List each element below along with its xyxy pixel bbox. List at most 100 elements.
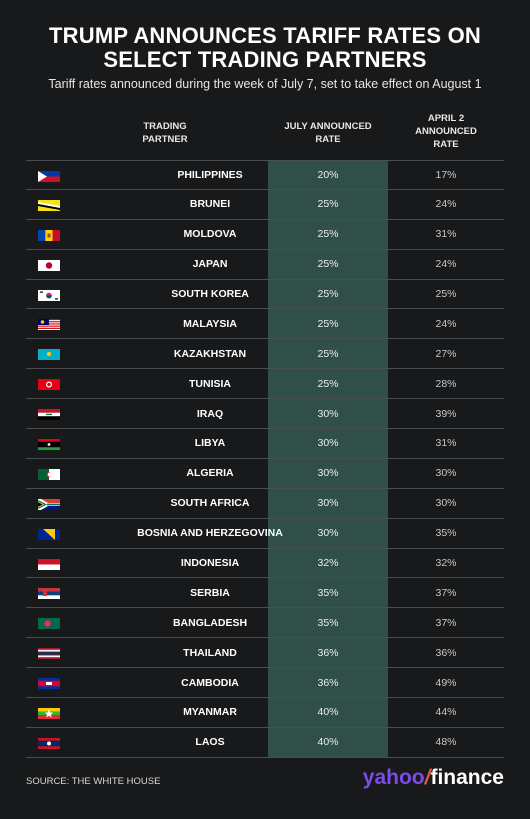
table-row: BRUNEI 25% 24% [26,190,504,220]
july-rate-value: 36% [317,676,339,689]
flag-icon [38,259,60,271]
flag-icon [38,468,60,480]
july-rate-value: 40% [317,736,339,749]
table-row: PHILIPPINES 20% 17% [26,160,504,190]
april-rate-value: 31% [435,437,457,450]
flag-icon [38,737,60,749]
table-row: SOUTH KOREA 25% 25% [26,280,504,310]
table-row: LAOS 40% 48% [26,728,504,758]
table-row: INDONESIA 32% 32% [26,549,504,579]
april-rate-value: 30% [435,467,457,480]
april-rate-value: 28% [435,377,457,390]
flag-icon [38,558,60,570]
country-name: BOSNIA AND HERZEGOVINA [137,527,283,540]
country-name: CAMBODIA [181,676,239,689]
chart-title-line-2: SELECT TRADING PARTNERS [103,47,427,72]
tariff-table: PHILIPPINES 20% 17% BRUNEI 25% 24% MOLDOVA 25% 3… [26,160,504,758]
flag-icon [38,708,60,720]
country-name: MOLDOVA [183,228,237,241]
july-rate-value: 40% [317,706,339,719]
header-april-rate-line-1: APRIL 2 [427,113,465,124]
table-row: KAZAKHSTAN 25% 27% [26,339,504,370]
table-row: JAPAN 25% 24% [26,250,504,280]
july-rate-column-highlight [268,160,388,758]
logo-slash: / [424,766,431,789]
country-name: BRUNEI [189,198,231,211]
flag-icon [38,199,60,211]
table-row: ALGERIA 30% 30% [26,459,504,489]
table-row: SERBIA 35% 37% [26,578,504,609]
chart-subtitle: Tariff rates announced during the week o… [48,77,482,91]
april-rate-value: 37% [435,616,457,629]
table-row: BOSNIA AND HERZEGOVINA 30% 35% [26,519,504,549]
july-rate-value: 30% [317,437,339,450]
july-rate-value: 35% [317,586,339,599]
april-rate-value: 32% [435,557,457,570]
country-name: INDONESIA [180,557,240,570]
source-note: SOURCE: THE WHITE HOUSE [26,776,161,787]
country-name: THAILAND [183,646,237,659]
april-rate-value: 48% [435,736,457,749]
flag-icon [38,289,60,301]
chart-title: TRUMP ANNOUNCES TARIFF RATES ON SELECT T… [0,24,530,72]
table-row: MYANMAR 40% 44% [26,698,504,728]
july-rate-value: 25% [317,377,339,390]
july-rate-value: 25% [317,288,339,300]
country-name: JAPAN [192,258,228,271]
april-rate-value: 44% [435,706,457,719]
april-rate-value: 35% [435,527,457,540]
april-rate-value: 30% [435,497,457,510]
table-row: MOLDOVA 25% 31% [26,220,504,250]
header-trading-partner-line-1: TRADING [143,121,187,132]
table-row: IRAQ 30% 39% [26,399,504,430]
header-trading-partner-line-2: PARTNER [142,134,188,145]
header-april-rate: APRIL 2 ANNOUNCED RATE [388,112,504,151]
april-rate-value: 24% [435,317,457,330]
july-rate-value: 32% [317,557,339,570]
april-rate-value: 25% [435,288,457,300]
country-name: IRAQ [196,407,224,420]
july-rate-value: 25% [317,317,339,330]
april-rate-value: 49% [435,676,457,689]
table-row: MALAYSIA 25% 24% [26,309,504,340]
flag-icon [38,439,60,451]
header-july-rate: JULY ANNOUNCED RATE [268,120,388,146]
country-name: LAOS [195,736,225,749]
country-name: TUNISIA [189,377,231,390]
july-rate-value: 30% [317,497,339,510]
table-row: SOUTH AFRICA 30% 30% [26,489,504,519]
april-rate-value: 36% [435,646,457,659]
flag-icon [38,648,60,660]
flag-icon [38,171,60,182]
flag-icon [38,498,60,510]
april-rate-value: 27% [435,347,457,360]
country-name: LIBYA [194,437,226,450]
country-name: MYANMAR [183,706,237,719]
flag-icon [38,229,60,241]
logo-finance: finance [430,766,504,789]
country-name: SERBIA [190,586,230,599]
table-row: BANGLADESH 35% 37% [26,608,504,639]
country-name: MALAYSIA [183,317,237,330]
country-name: PHILIPPINES [177,168,243,181]
header-april-rate-line-3: RATE [433,139,459,150]
july-rate-value: 30% [317,467,339,480]
july-rate-value: 36% [317,646,339,659]
flag-icon [38,409,60,421]
country-name: SOUTH KOREA [171,288,249,300]
flag-icon [38,588,60,600]
april-rate-value: 31% [435,228,457,241]
flag-icon [38,618,60,630]
header-trading-partner: TRADING PARTNER [100,120,230,146]
july-rate-value: 20% [317,168,339,181]
header-july-rate-line-1: JULY ANNOUNCED [284,121,372,132]
flag-icon [38,349,60,361]
flag-icon [38,678,60,690]
flag-icon [38,379,60,391]
july-rate-value: 25% [317,228,339,241]
table-row: TUNISIA 25% 28% [26,369,504,400]
july-rate-value: 30% [317,407,339,420]
country-name: KAZAKHSTAN [173,347,247,360]
country-name: SOUTH AFRICA [170,497,250,510]
april-rate-value: 37% [435,586,457,599]
